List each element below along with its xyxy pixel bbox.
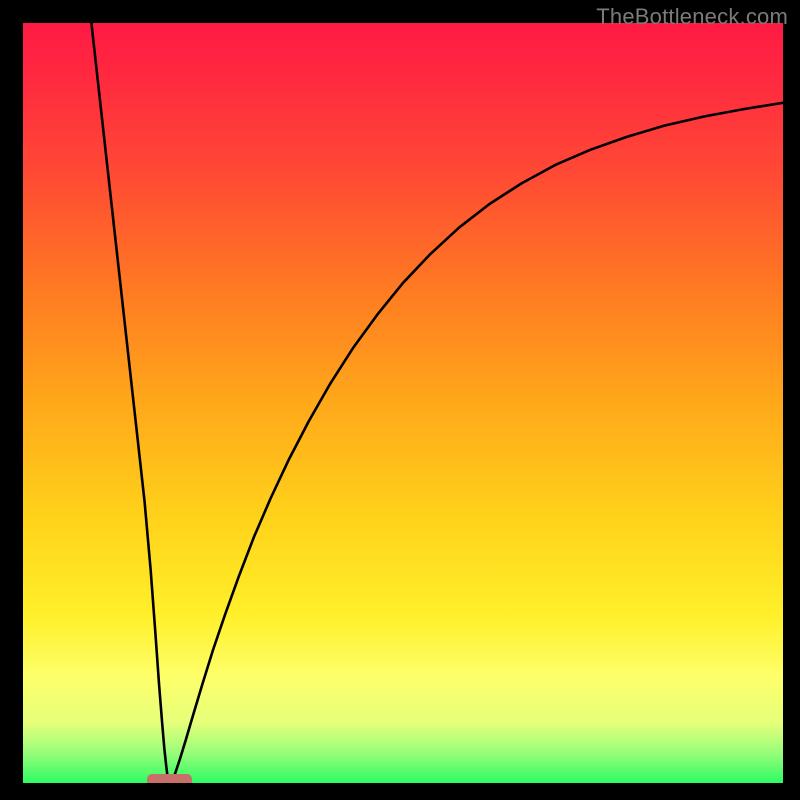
plot-svg — [23, 23, 783, 783]
highlight-marker — [147, 774, 193, 784]
plot-background — [23, 23, 783, 783]
chart-container: TheBottleneck.com — [0, 0, 800, 800]
plot-area — [23, 23, 783, 783]
watermark-text: TheBottleneck.com — [596, 4, 788, 30]
